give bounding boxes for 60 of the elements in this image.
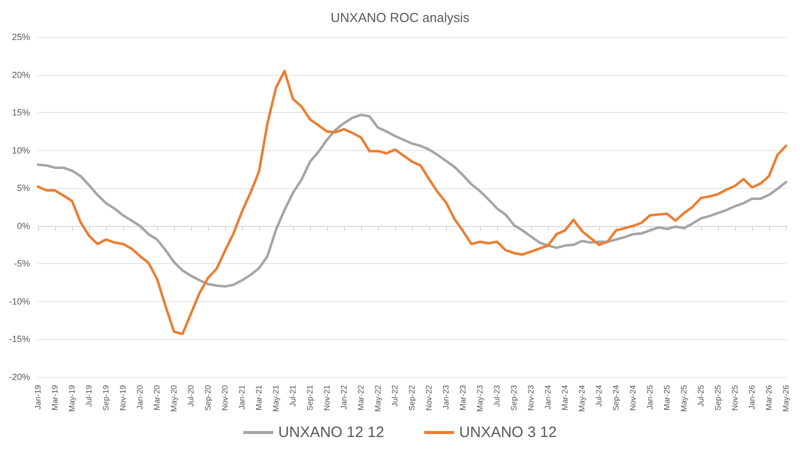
x-tick-label: Sep-21 [306,384,314,411]
y-tick-label: -10% [8,296,30,306]
x-tick-label: Jul-24 [594,384,604,407]
x-tick-label: May-20 [170,384,178,412]
x-tick-label: Jan-19 [34,384,42,410]
x-tick-label: Jul-20 [186,384,196,407]
x-tick-label: Jan-25 [646,384,654,410]
x-tick-label: Nov-25 [730,384,740,411]
x-tick-label: Jan-23 [442,384,450,410]
x-tick-label: Jan-22 [340,384,348,410]
x-tick-label: Mar-19 [50,384,60,410]
x-tick-label: Jul-21 [288,384,298,407]
x-tick-label: Nov-23 [526,384,536,411]
y-tick-label: 15% [12,108,30,118]
x-tick-label: Jul-25 [696,384,706,407]
x-tick-label: Jul-22 [390,384,400,407]
x-tick-label: Jul-23 [492,384,502,407]
x-tick-label: Sep-20 [204,384,212,411]
x-tick-label: Mar-20 [152,384,162,410]
line-series [36,114,788,288]
x-tick-label: Nov-19 [118,384,128,411]
x-tick-label: Jan-21 [238,384,246,410]
y-tick-label: -5% [14,258,30,269]
x-tick-label: May-21 [272,384,280,412]
x-tick-label: Mar-22 [356,384,366,410]
x-tick-label: Nov-21 [322,384,332,411]
x-tick-label: May-23 [476,384,484,412]
y-tick-label: 20% [12,70,30,80]
x-tick-label: Sep-25 [714,384,722,411]
y-tick-label: -20% [8,372,30,382]
x-tick-label: May-26 [782,384,790,412]
x-tick-label: Sep-23 [510,384,518,411]
x-tick-label: May-22 [374,384,382,412]
x-tick-label: Nov-22 [424,384,434,411]
chart-title: UNXANO ROC analysis [330,10,470,25]
x-tick-label: Mar-21 [254,384,264,410]
y-tick-label: 5% [16,183,30,194]
x-tick-label: Mar-26 [764,384,774,410]
line-series [36,70,788,336]
x-tick-label: May-24 [578,384,586,412]
legend-label: UNXANO 12 12 [278,424,384,441]
x-tick-label: Nov-20 [220,384,230,411]
x-tick-label: Mar-25 [662,384,672,410]
x-tick-label: Nov-24 [628,384,638,411]
y-tick-label: -15% [8,334,30,344]
x-tick-label: Mar-23 [458,384,468,410]
y-tick-label: 25% [12,32,30,42]
x-tick-label: Jul-19 [84,384,94,407]
x-tick-label: Sep-19 [102,384,110,411]
legend-label: UNXANO 3 12 [459,424,557,441]
x-tick-label: Sep-24 [612,384,620,411]
x-tick-label: Jan-26 [748,384,756,410]
x-tick-label: Jan-20 [136,384,144,410]
x-tick-label: Jan-24 [544,384,552,410]
x-tick-label: May-25 [680,384,688,412]
y-tick-label: 10% [12,145,30,156]
x-tick-label: Sep-22 [408,384,416,411]
x-tick-label: May-19 [68,384,76,412]
x-tick-label: Mar-24 [560,384,570,410]
y-tick-label: 0% [16,220,30,231]
